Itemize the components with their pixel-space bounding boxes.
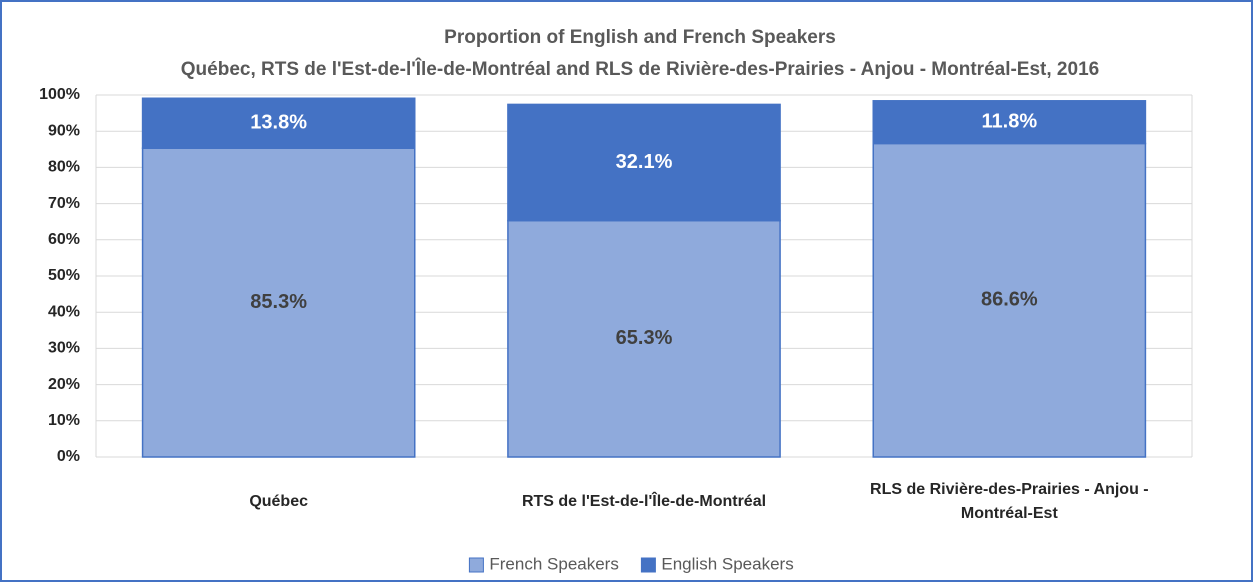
y-tick-label: 40% bbox=[48, 303, 80, 320]
data-label: 65.3% bbox=[616, 327, 673, 349]
bar-segment bbox=[507, 219, 781, 458]
data-label: 86.6% bbox=[981, 289, 1038, 311]
y-tick-label: 60% bbox=[48, 231, 80, 248]
bar-segment bbox=[507, 103, 781, 222]
bar-segment bbox=[872, 100, 1147, 145]
y-tick-label: 70% bbox=[48, 195, 80, 212]
y-tick-label: 20% bbox=[48, 376, 80, 393]
y-tick-label: 10% bbox=[48, 412, 80, 429]
x-tick-label: RTS de l'Est-de-l'Île-de-Montréal bbox=[521, 493, 767, 510]
legend-swatch bbox=[468, 557, 484, 573]
legend-swatch bbox=[640, 557, 656, 573]
legend-label: English Speakers bbox=[661, 554, 793, 573]
data-label: 32.1% bbox=[616, 151, 673, 173]
y-tick-label: 50% bbox=[48, 267, 80, 284]
data-label: 85.3% bbox=[250, 291, 307, 313]
data-label: 11.8% bbox=[982, 110, 1038, 132]
y-tick-label: 30% bbox=[48, 340, 80, 357]
x-tick-label: Québec bbox=[249, 493, 308, 510]
chart-subtitle: Québec, RTS de l'Est-de-l'Île-de-Montréa… bbox=[181, 58, 1099, 80]
y-tick-label: 0% bbox=[57, 448, 80, 465]
bar-segment bbox=[141, 147, 416, 458]
y-tick-label: 80% bbox=[48, 159, 80, 176]
y-tick-label: 100% bbox=[39, 86, 80, 103]
data-label: 13.8% bbox=[250, 112, 307, 134]
bar-segment bbox=[872, 142, 1147, 458]
legend-label: French Speakers bbox=[489, 554, 618, 573]
chart-title: Proportion of English and French Speaker… bbox=[444, 27, 836, 48]
y-tick-label: 90% bbox=[48, 122, 80, 139]
x-tick-label: RLS de Rivière-des-Prairies - Anjou - Mo… bbox=[870, 481, 1149, 522]
bar-segment bbox=[141, 97, 416, 149]
